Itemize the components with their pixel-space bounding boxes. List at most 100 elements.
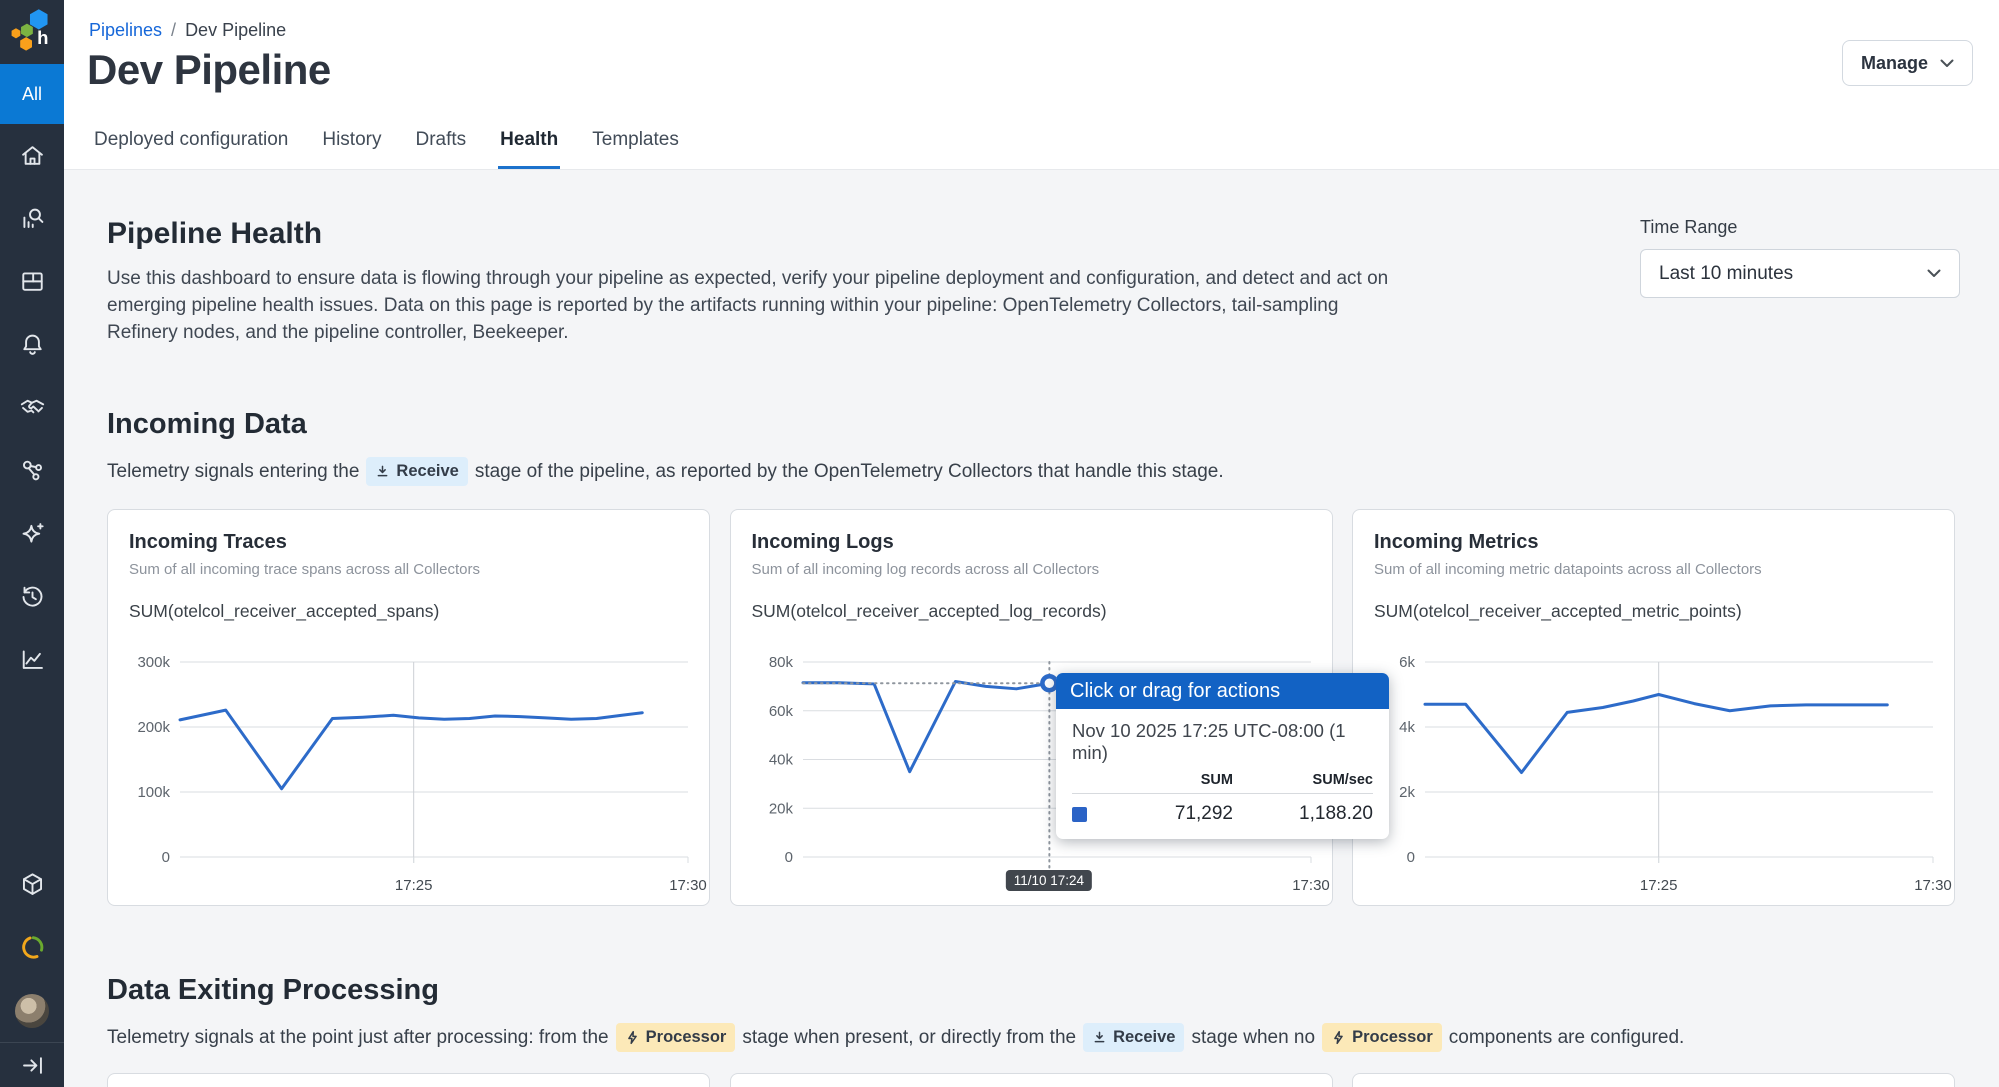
tab-drafts[interactable]: Drafts [415, 129, 467, 150]
tab-health[interactable]: Health [498, 129, 561, 169]
collapse-arrow-icon [22, 1056, 42, 1074]
pipeline-health-description: Use this dashboard to ensure data is flo… [107, 268, 1389, 343]
status-ring-icon [21, 936, 43, 959]
svg-text:60k: 60k [768, 703, 793, 720]
receive-stage-badge: Receive [1083, 1023, 1185, 1052]
environment-all-button[interactable]: All [0, 64, 64, 124]
lightning-bolt-icon [627, 1030, 637, 1045]
tooltip-divider [1072, 793, 1373, 794]
svg-text:40k: 40k [768, 752, 793, 769]
receive-download-icon [1094, 1031, 1105, 1043]
tooltip-value-row: 71,292 1,188.20 [1072, 803, 1373, 825]
chevron-down-icon [1927, 269, 1941, 277]
sparkle-icon [22, 523, 44, 543]
sidebar-item-alerts[interactable] [0, 313, 64, 376]
tab-deployed-configuration[interactable]: Deployed configuration [94, 129, 289, 150]
data-exiting-p1: Telemetry signals at the point just afte… [107, 1026, 609, 1048]
card-subtitle: Sum of all incoming log records across a… [751, 561, 1100, 578]
svg-text:4k: 4k [1399, 719, 1415, 736]
page-header: Pipelines / Dev Pipeline Dev Pipeline Ma… [64, 0, 1999, 170]
next-charts-row-partial [107, 1073, 1999, 1087]
content-column: Pipelines / Dev Pipeline Dev Pipeline Ma… [64, 0, 1999, 1087]
svg-text:20k: 20k [768, 800, 793, 817]
sidebar-item-activity-history[interactable] [0, 565, 64, 628]
boards-grid-icon [21, 272, 43, 291]
card-subtitle: Sum of all incoming metric datapoints ac… [1374, 561, 1762, 578]
tooltip-sum-value: 71,292 [1174, 803, 1233, 824]
sidebar-item-status-ring[interactable] [0, 916, 64, 979]
sidebar-item-collaboration[interactable] [0, 376, 64, 439]
receive-badge-label: Receive [1113, 1028, 1176, 1046]
svg-text:17:30: 17:30 [1914, 877, 1952, 894]
chart-hover-tooltip: Click or drag for actions Nov 10 2025 17… [1056, 673, 1389, 839]
tab-bar: Deployed configuration History Drafts He… [92, 129, 681, 169]
tooltip-timestamp: Nov 10 2025 17:25 UTC-08:00 (1 min) [1072, 720, 1346, 763]
section-title-data-exiting: Data Exiting Processing [107, 974, 439, 1006]
svg-text:17:30: 17:30 [1292, 877, 1330, 894]
sidebar-item-home[interactable] [0, 124, 64, 187]
receive-badge-label: Receive [396, 462, 459, 480]
svg-text:0: 0 [162, 849, 170, 866]
svg-text:17:25: 17:25 [1640, 877, 1678, 894]
handshake-icon [20, 399, 44, 414]
sidebar-divider [0, 1042, 64, 1043]
svg-text:h: h [37, 27, 48, 48]
processor-badge-label: Processor [645, 1028, 727, 1046]
sidebar-item-metrics[interactable] [0, 628, 64, 691]
svg-text:200k: 200k [137, 719, 170, 736]
receive-stage-badge: Receive [366, 457, 468, 486]
card-query: SUM(otelcol_receiver_accepted_metric_poi… [1374, 601, 1742, 621]
incoming-data-suffix: stage of the pipeline, as reported by th… [474, 460, 1224, 482]
user-avatar [15, 993, 49, 1028]
svg-text:17:25: 17:25 [395, 877, 433, 894]
manage-button[interactable]: Manage [1841, 40, 1973, 86]
incoming-data-description: Telemetry signals entering the Receive s… [107, 457, 1999, 486]
incoming-metrics-chart[interactable]: 0 2k 4k 6k 17:25 17:30 [1353, 510, 1954, 905]
lightning-bolt-icon [1334, 1030, 1343, 1045]
bell-icon [22, 334, 42, 355]
tab-templates[interactable]: Templates [592, 129, 679, 150]
chart-card-incoming-metrics: 0 2k 4k 6k 17:25 17:30 Incoming Metrics Sum o… [1352, 509, 1955, 906]
card-title: Incoming Logs [751, 531, 894, 553]
sidebar-bottom [0, 853, 64, 1087]
sidebar-item-boards[interactable] [0, 250, 64, 313]
cube-icon [22, 873, 42, 895]
home-icon [21, 146, 43, 165]
line-chart-icon [22, 650, 43, 669]
chart-card-incoming-traces: 0 100k 200k 300k 17:25 17:30 Incoming Traces … [107, 509, 710, 906]
breadcrumb-pipelines-link[interactable]: Pipelines [89, 20, 163, 40]
tooltip-column-headers: SUM SUM/sec [1072, 772, 1373, 788]
svg-text:0: 0 [784, 849, 792, 866]
cursor-time-badge: 11/10 17:24 [1005, 870, 1093, 891]
sidebar-item-ai-assist[interactable] [0, 502, 64, 565]
incoming-data-prefix: Telemetry signals entering the [107, 460, 360, 482]
time-range-select[interactable]: Last 10 minutes [1640, 249, 1960, 298]
manage-button-label: Manage [1860, 52, 1928, 73]
breadcrumb-separator: / [171, 20, 177, 40]
time-range-label: Time Range [1640, 217, 1738, 237]
incoming-charts-row: 0 100k 200k 300k 17:25 17:30 Incoming Traces … [107, 509, 1999, 906]
section-title-pipeline-health: Pipeline Health [107, 217, 323, 250]
incoming-traces-chart[interactable]: 0 100k 200k 300k 17:25 17:30 [108, 510, 709, 905]
chevron-down-icon [1940, 59, 1954, 67]
sidebar-item-packages[interactable] [0, 853, 64, 916]
tooltip-col-rate: SUM/sec [1312, 772, 1373, 788]
time-range-control: Time Range Last 10 minutes [1640, 217, 1960, 298]
honeycomb-logo-icon[interactable]: h [0, 0, 64, 64]
card-subtitle: Sum of all incoming trace spans across a… [129, 561, 480, 578]
share-network-icon [22, 460, 42, 481]
sidebar-item-avatar[interactable] [0, 979, 64, 1042]
svg-text:300k: 300k [137, 654, 170, 671]
chart-card-stub [729, 1073, 1333, 1087]
tab-history[interactable]: History [322, 129, 382, 150]
sidebar-item-connections[interactable] [0, 439, 64, 502]
sidebar-nav [0, 124, 64, 691]
breadcrumb: Pipelines / Dev Pipeline [89, 20, 286, 41]
data-exiting-description: Telemetry signals at the point just afte… [107, 1023, 1999, 1052]
breadcrumb-current: Dev Pipeline [185, 20, 287, 40]
time-range-value: Last 10 minutes [1659, 262, 1794, 284]
collapse-sidebar-button[interactable] [0, 1043, 64, 1087]
data-exiting-p4: components are configured. [1448, 1026, 1685, 1048]
sidebar-item-query[interactable] [0, 187, 64, 250]
svg-text:17:30: 17:30 [669, 877, 707, 894]
